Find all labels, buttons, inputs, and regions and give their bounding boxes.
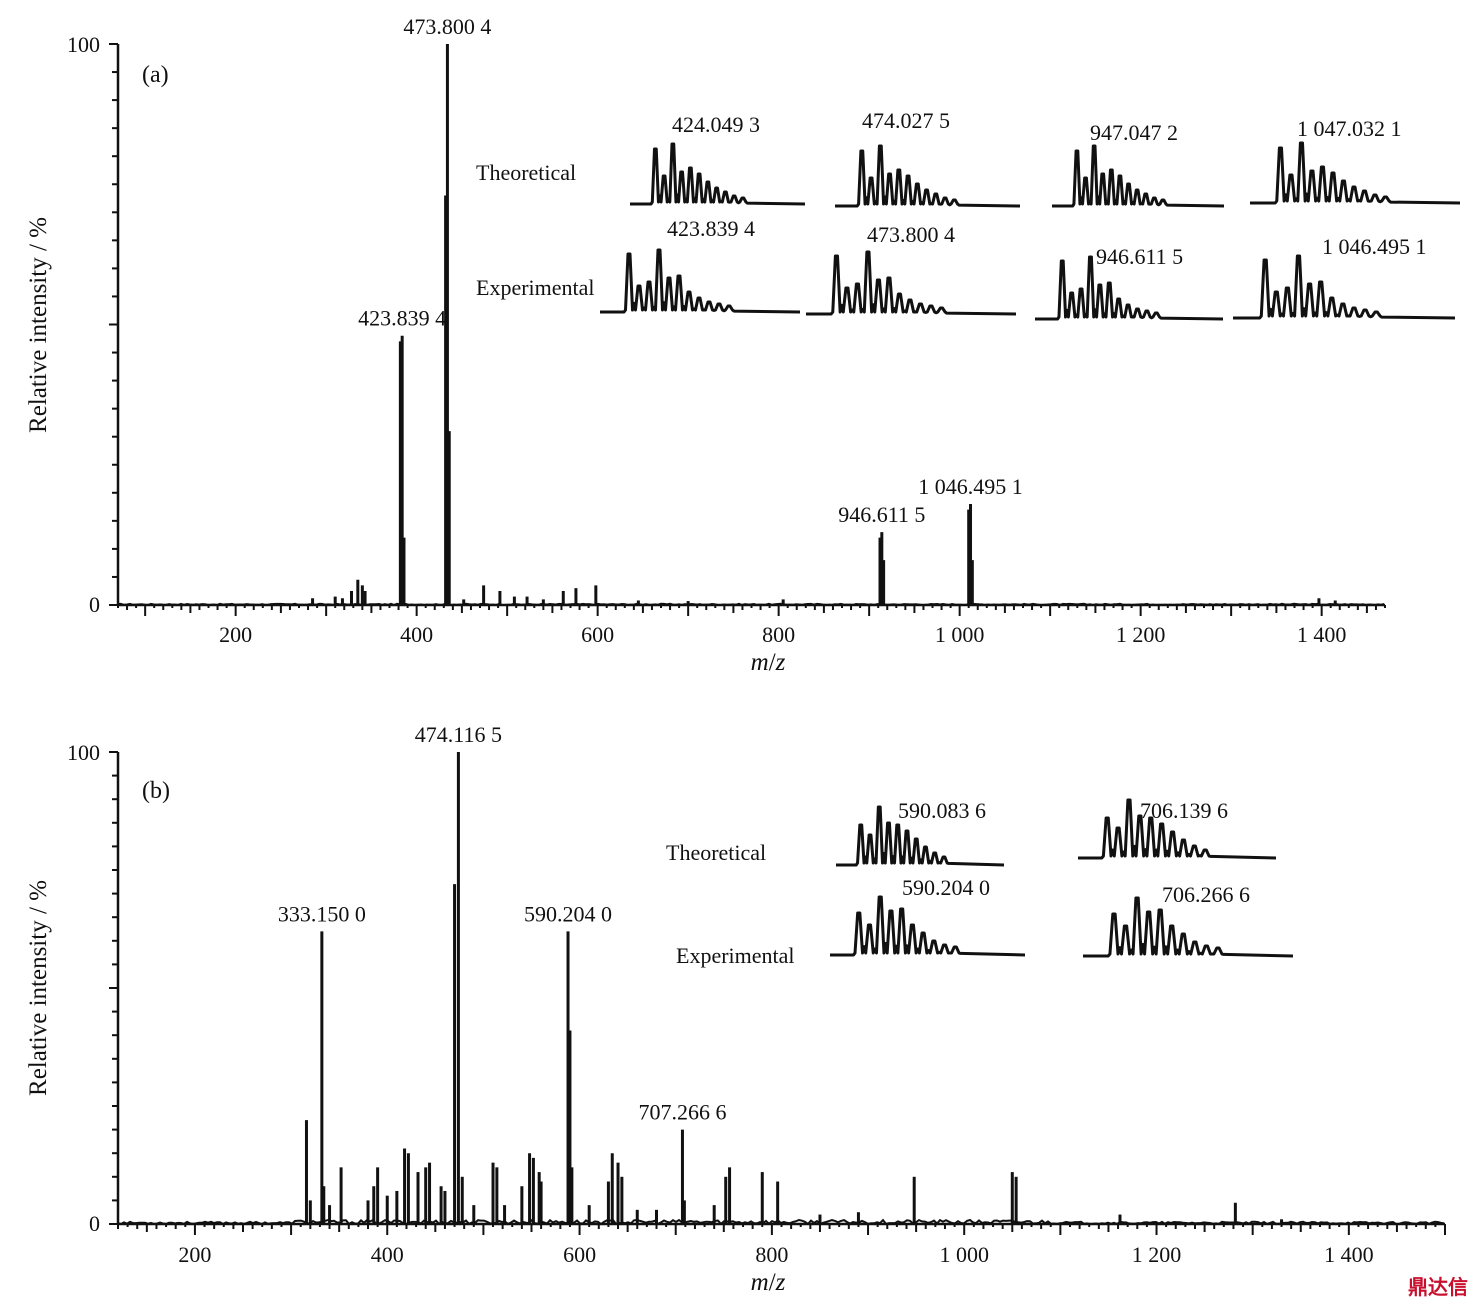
x-axis-title-a: m/z xyxy=(751,649,786,676)
x-axis-title-a-z: z xyxy=(775,649,786,676)
isotope-pattern-a-1 xyxy=(835,144,1021,208)
panel-b: Relative intensity / % (b) 100 0 m/z 200… xyxy=(25,722,1446,1296)
x-axis-title-a-m: m xyxy=(751,649,769,676)
isotope-pattern-a-7 xyxy=(1233,254,1456,320)
peak-label-a-0: 473.800 4 xyxy=(403,14,491,39)
x-tick-label-b-1400: 1 400 xyxy=(1324,1242,1374,1267)
isotope-pattern-b-0 xyxy=(836,805,1005,867)
isotope-pattern-b-3 xyxy=(1083,896,1294,958)
peak-annotations-a: 473.800 4 423.839 4 946.611 5 1 046.495 1 xyxy=(358,14,1023,527)
inset-theoretical-label-2-a: 474.027 5 xyxy=(862,108,950,133)
isotope-pattern-a-2 xyxy=(1052,144,1225,208)
x-tick-label-a-1400: 1 400 xyxy=(1297,622,1347,647)
x-tick-label-b-600: 600 xyxy=(563,1242,596,1267)
x-axis-title-b-slash: / xyxy=(769,1269,776,1296)
x-tick-label-b-1200: 1 200 xyxy=(1132,1242,1182,1267)
inset-theoretical-label-1-b: 590.083 6 xyxy=(898,798,986,823)
spectrum-peaks-b xyxy=(117,752,1445,1226)
inset-experimental-label-3-a: 946.611 5 xyxy=(1096,244,1183,269)
peak-label-b-2: 590.204 0 xyxy=(524,901,612,926)
x-tick-label-b-1000: 1 000 xyxy=(939,1242,989,1267)
x-tick-label-a-1200: 1 200 xyxy=(1116,622,1166,647)
peak-label-b-0: 474.116 5 xyxy=(415,722,502,747)
isotope-patterns-a xyxy=(600,141,1461,321)
peak-label-a-2: 946.611 5 xyxy=(838,502,925,527)
x-axis-title-a-slash: / xyxy=(769,649,776,676)
isotope-pattern-b-1 xyxy=(1078,798,1277,860)
x-tick-label-a-1000: 1 000 xyxy=(935,622,985,647)
inset-experimental-label-2-a: 473.800 4 xyxy=(867,222,955,247)
inset-experimental-label-1-a: 423.839 4 xyxy=(667,216,755,241)
isotope-pattern-a-3 xyxy=(1250,141,1461,205)
inset-experimental-label-1-b: 590.204 0 xyxy=(902,875,990,900)
inset-theoretical-label-3-a: 947.047 2 xyxy=(1090,120,1178,145)
peak-annotations-b: 474.116 5 333.150 0 590.204 0 707.266 6 xyxy=(278,722,727,1125)
y-tick-label-top-a: 100 xyxy=(67,32,100,57)
inset-row-theoretical-a: Theoretical xyxy=(476,160,576,185)
inset-row-experimental-b: Experimental xyxy=(676,943,795,968)
x-axis-title-b-m: m xyxy=(751,1269,769,1296)
isotope-pattern-a-4 xyxy=(600,248,801,314)
inset-theoretical-label-2-b: 706.139 6 xyxy=(1140,798,1228,823)
inset-experimental-label-4-a: 1 046.495 1 xyxy=(1322,234,1427,259)
axis-ticks-b xyxy=(109,751,1446,1235)
x-tick-label-b-800: 800 xyxy=(755,1242,788,1267)
x-tick-labels-a: 200 400 600 800 1 000 1 200 1 400 xyxy=(219,622,1346,647)
x-axis-title-b-z: z xyxy=(775,1269,786,1296)
inset-group-a: Theoretical Experimental 424.049 3 474.0… xyxy=(476,108,1461,321)
inset-group-b: Theoretical Experimental 590.083 6 706.1… xyxy=(666,798,1294,968)
watermark-logo: 鼎达信 xyxy=(1408,1275,1468,1299)
inset-experimental-label-2-b: 706.266 6 xyxy=(1162,882,1250,907)
x-tick-label-a-200: 200 xyxy=(219,622,252,647)
y-tick-label-zero-b: 0 xyxy=(89,1211,100,1236)
peak-label-b-3: 707.266 6 xyxy=(638,1100,726,1125)
x-tick-label-a-400: 400 xyxy=(400,622,433,647)
peak-label-b-1: 333.150 0 xyxy=(278,901,366,926)
inset-row-theoretical-b: Theoretical xyxy=(666,840,766,865)
isotope-pattern-a-6 xyxy=(1035,255,1224,321)
panel-tag-a: (a) xyxy=(142,62,169,88)
y-tick-label-zero-a: 0 xyxy=(89,592,100,617)
y-tick-label-top-b: 100 xyxy=(67,740,100,765)
panel-tag-b: (b) xyxy=(142,778,170,804)
inset-theoretical-label-1-a: 424.049 3 xyxy=(672,112,760,137)
isotope-patterns-b xyxy=(830,798,1294,958)
x-axis-title-b: m/z xyxy=(751,1269,786,1296)
isotope-pattern-a-5 xyxy=(806,250,1017,316)
isotope-pattern-b-2 xyxy=(830,895,1026,957)
x-tick-label-b-200: 200 xyxy=(178,1242,211,1267)
isotope-pattern-a-0 xyxy=(630,142,806,206)
panel-a: Relative intensity / % (a) 100 0 m/z 200… xyxy=(25,14,1461,676)
peak-label-a-3: 1 046.495 1 xyxy=(918,474,1023,499)
inset-row-experimental-a: Experimental xyxy=(476,275,595,300)
inset-theoretical-label-4-a: 1 047.032 1 xyxy=(1297,116,1402,141)
y-axis-title-a: Relative intensity / % xyxy=(25,217,52,433)
y-axis-title-b: Relative intensity / % xyxy=(25,880,52,1096)
x-tick-label-b-400: 400 xyxy=(371,1242,404,1267)
x-tick-label-a-800: 800 xyxy=(762,622,795,647)
peak-label-a-1: 423.839 4 xyxy=(358,306,446,331)
x-tick-label-a-600: 600 xyxy=(581,622,614,647)
x-tick-labels-b: 200 400 600 800 1 000 1 200 1 400 xyxy=(178,1242,1373,1267)
